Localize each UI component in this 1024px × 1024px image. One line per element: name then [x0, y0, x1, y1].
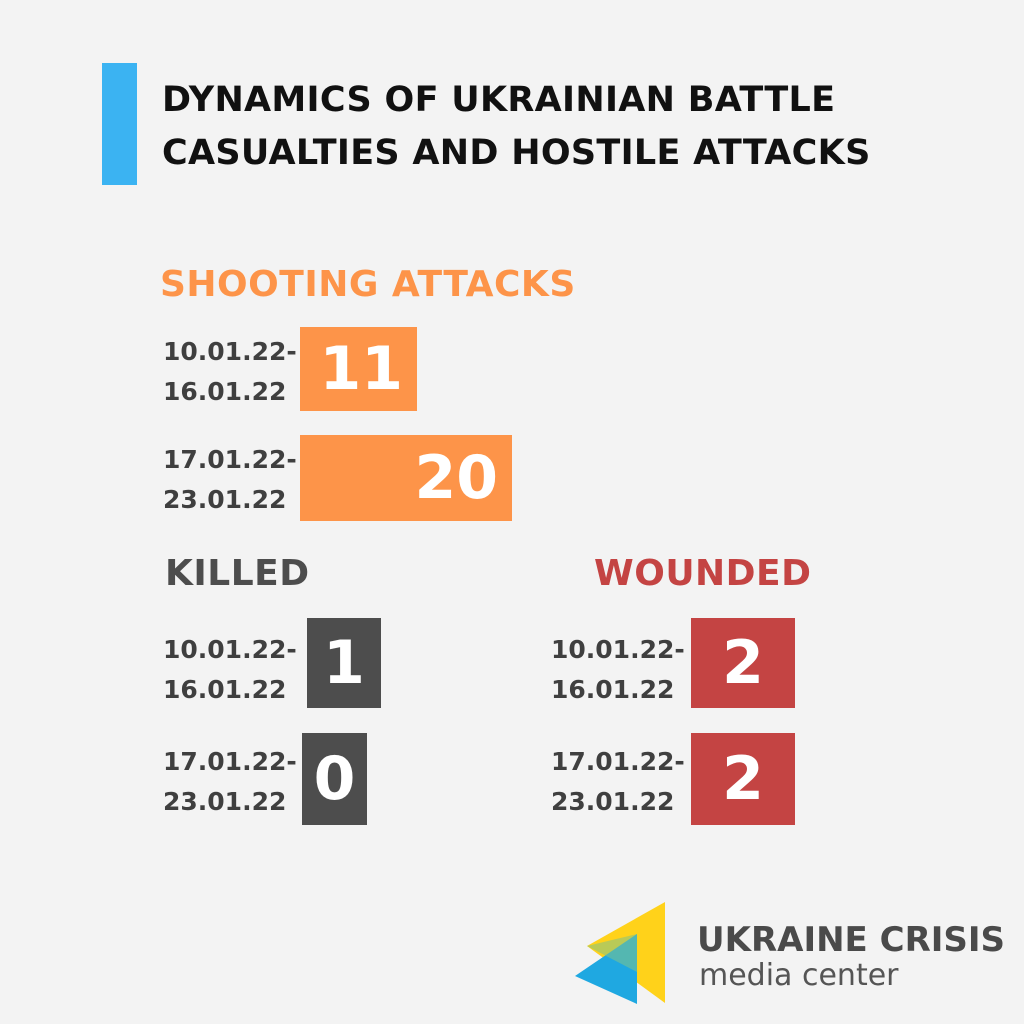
killed-date-2-start: 17.01.22- — [163, 747, 297, 776]
wounded-date-2-end: 23.01.22 — [551, 787, 675, 816]
killed-date-1-start: 10.01.22- — [163, 635, 297, 664]
logo-title: UKRAINE CRISIS — [697, 920, 1006, 960]
logo-subtitle: media center — [699, 958, 899, 993]
shooting-date-2: 17.01.22- 23.01.22 — [163, 440, 297, 520]
shooting-date-1: 10.01.22- 16.01.22 — [163, 332, 297, 412]
title-line-1: DYNAMICS OF UKRAINIAN BATTLE — [162, 80, 836, 120]
shooting-value-2: 20 — [414, 443, 499, 513]
shooting-date-2-start: 17.01.22- — [163, 445, 297, 474]
killed-box-1: 1 — [307, 618, 381, 708]
killed-label: KILLED — [165, 553, 310, 594]
wounded-label: WOUNDED — [594, 553, 812, 594]
killed-date-2-end: 23.01.22 — [163, 787, 287, 816]
wounded-date-1-end: 16.01.22 — [551, 675, 675, 704]
killed-value-1: 1 — [323, 628, 365, 698]
killed-date-2: 17.01.22- 23.01.22 — [163, 742, 297, 822]
shooting-value-1: 11 — [319, 334, 404, 404]
logo-overlap-shape — [587, 934, 637, 972]
wounded-date-1: 10.01.22- 16.01.22 — [551, 630, 685, 710]
killed-box-2: 0 — [302, 733, 367, 825]
wounded-date-2: 17.01.22- 23.01.22 — [551, 742, 685, 822]
shooting-date-1-end: 16.01.22 — [163, 377, 287, 406]
killed-date-1: 10.01.22- 16.01.22 — [163, 630, 297, 710]
wounded-value-1: 2 — [722, 628, 764, 698]
title-accent-bar — [102, 63, 137, 185]
shooting-attacks-label: SHOOTING ATTACKS — [160, 264, 576, 305]
page-title: DYNAMICS OF UKRAINIAN BATTLE CASUALTIES … — [162, 74, 1002, 180]
wounded-date-2-start: 17.01.22- — [551, 747, 685, 776]
wounded-box-2: 2 — [691, 733, 795, 825]
title-line-2: CASUALTIES AND HOSTILE ATTACKS — [162, 133, 871, 173]
wounded-date-1-start: 10.01.22- — [551, 635, 685, 664]
killed-value-2: 0 — [313, 744, 356, 814]
wounded-box-1: 2 — [691, 618, 795, 708]
killed-date-1-end: 16.01.22 — [163, 675, 287, 704]
shooting-date-1-start: 10.01.22- — [163, 337, 297, 366]
wounded-value-2: 2 — [722, 744, 764, 814]
shooting-bar-1: 11 — [300, 327, 417, 411]
shooting-date-2-end: 23.01.22 — [163, 485, 287, 514]
shooting-bar-2: 20 — [300, 435, 512, 521]
ukraine-crisis-logo-icon — [575, 902, 665, 1004]
